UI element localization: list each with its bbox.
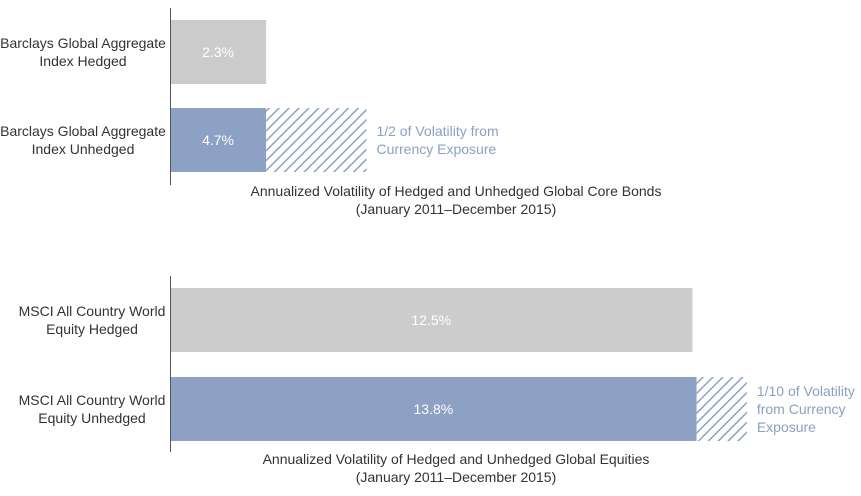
chart-caption: Annualized Volatility of Hedged and Unhe…	[263, 451, 650, 485]
currency-annotation: 1/10 of Volatility from Currency Exposure	[757, 383, 855, 435]
bar-value-label: 4.7%	[202, 132, 234, 148]
bar-currency-portion	[696, 377, 747, 441]
bar-value-label: 12.5%	[411, 312, 451, 328]
category-label: MSCI All Country World Equity Hedged	[19, 303, 166, 337]
chart-panel-2: 12.5% MSCI All Country World Equity Hedged…	[19, 276, 855, 485]
currency-annotation: 1/2 of Volatility from Currency Exposure	[376, 123, 498, 157]
bar-unhedged	[170, 108, 267, 172]
bar-hedged	[170, 20, 267, 84]
category-label: Barclays Global Aggregate Index Unhedged	[0, 123, 166, 157]
bar-currency-portion	[266, 108, 367, 172]
bar-hedged	[170, 288, 693, 352]
chart-caption: Annualized Volatility of Hedged and Unhe…	[251, 183, 662, 217]
chart-panel-1: 2.3% Barclays Global Aggregate Index Hedge…	[0, 8, 661, 217]
bar-value-label: 2.3%	[202, 44, 234, 60]
bar-value-label: 13.8%	[413, 401, 453, 417]
category-label: MSCI All Country World Equity Unhedged	[19, 392, 166, 426]
bar-unhedged	[170, 377, 697, 441]
category-label: Barclays Global Aggregate Index Hedged	[0, 35, 166, 69]
